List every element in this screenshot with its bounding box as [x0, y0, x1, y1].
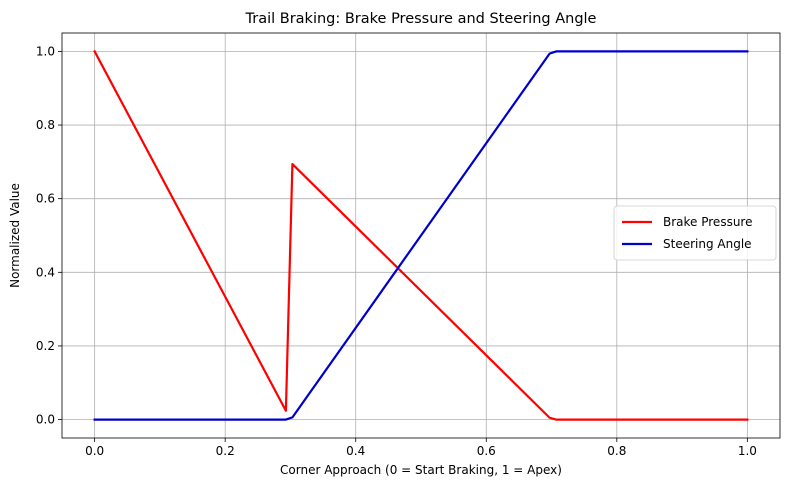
x-tick-label: 0.4: [346, 444, 365, 458]
y-tick-label: 0.0: [36, 413, 55, 427]
x-axis-label: Corner Approach (0 = Start Braking, 1 = …: [280, 463, 562, 477]
chart-title: Trail Braking: Brake Pressure and Steeri…: [245, 11, 597, 27]
y-tick-label: 0.8: [36, 118, 55, 132]
series-line-steering-angle: [93, 50, 749, 421]
y-tick-label: 0.4: [36, 265, 55, 279]
axis-ticks: 0.0 0.2 0.4 0.6 0.8 1.0 0.0 0.2 0.4 0.6 0.8 1.0: [36, 44, 757, 458]
y-tick-label: 0.6: [36, 192, 55, 206]
legend-box: [613, 205, 777, 261]
x-tick-label: 0.8: [607, 444, 626, 458]
legend: Brake Pressure Steering Angle: [613, 205, 777, 261]
plot-frame: [61, 32, 781, 439]
y-tick-label: 1.0: [36, 44, 55, 58]
legend-label-steering-angle: Steering Angle: [663, 237, 752, 251]
y-axis-label: Normalized Value: [8, 183, 22, 288]
series-line-brake-pressure: [93, 49, 749, 421]
x-tick-label: 0.6: [477, 444, 496, 458]
y-tick-label: 0.2: [36, 339, 55, 353]
legend-label-brake-pressure: Brake Pressure: [663, 215, 752, 229]
x-tick-label: 0.2: [216, 444, 235, 458]
x-tick-label: 0.0: [85, 444, 104, 458]
x-tick-label: 1.0: [738, 444, 757, 458]
series-lines: [93, 49, 749, 421]
